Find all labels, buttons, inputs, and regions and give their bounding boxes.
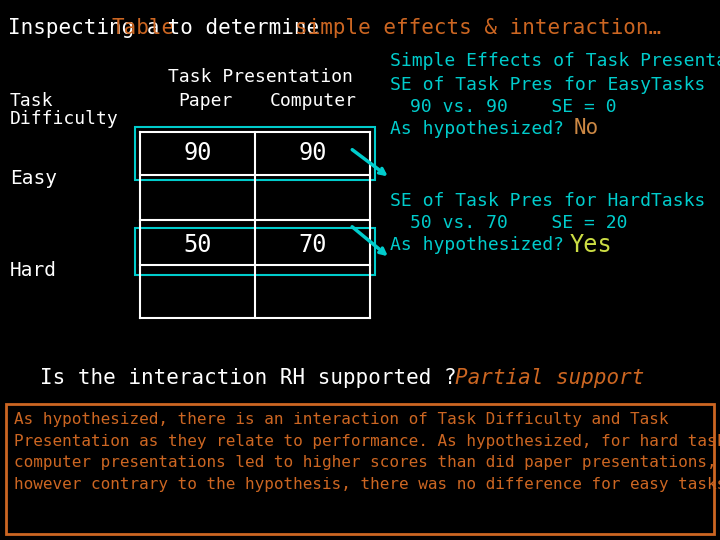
Text: 90 vs. 90    SE = 0: 90 vs. 90 SE = 0 xyxy=(410,98,616,116)
Text: No: No xyxy=(574,118,599,138)
Text: Is the interaction RH supported ?: Is the interaction RH supported ? xyxy=(40,368,456,388)
Bar xyxy=(135,127,375,180)
Text: Table: Table xyxy=(112,18,175,38)
Text: Partial support: Partial support xyxy=(455,368,644,388)
Text: Easy: Easy xyxy=(10,168,57,187)
Text: Task Presentation: Task Presentation xyxy=(168,68,353,86)
Text: 70: 70 xyxy=(298,233,327,258)
Text: As hypothesized?: As hypothesized? xyxy=(390,120,564,138)
Text: 50: 50 xyxy=(184,233,212,258)
Text: 50 vs. 70    SE = 20: 50 vs. 70 SE = 20 xyxy=(410,214,628,232)
Text: Task: Task xyxy=(10,92,53,110)
Text: Difficulty: Difficulty xyxy=(10,110,119,128)
FancyBboxPatch shape xyxy=(6,404,714,534)
Text: Hard: Hard xyxy=(10,260,57,280)
Text: to determine: to determine xyxy=(155,18,332,38)
Text: As hypothesized?: As hypothesized? xyxy=(390,236,564,254)
Text: Inspecting a: Inspecting a xyxy=(8,18,172,38)
Bar xyxy=(135,228,375,275)
Text: 90: 90 xyxy=(184,141,212,165)
Text: SE of Task Pres for EasyTasks: SE of Task Pres for EasyTasks xyxy=(390,76,706,94)
Text: Simple Effects of Task Presentation: Simple Effects of Task Presentation xyxy=(390,52,720,70)
Text: Computer: Computer xyxy=(270,92,357,110)
Text: SE of Task Pres for HardTasks: SE of Task Pres for HardTasks xyxy=(390,192,706,210)
Text: simple effects & interaction…: simple effects & interaction… xyxy=(295,18,661,38)
Text: Yes: Yes xyxy=(570,233,613,257)
Text: As hypothesized, there is an interaction of Task Difficulty and Task
Presentatio: As hypothesized, there is an interaction… xyxy=(14,412,720,492)
Text: Paper: Paper xyxy=(178,92,233,110)
Text: 90: 90 xyxy=(298,141,327,165)
